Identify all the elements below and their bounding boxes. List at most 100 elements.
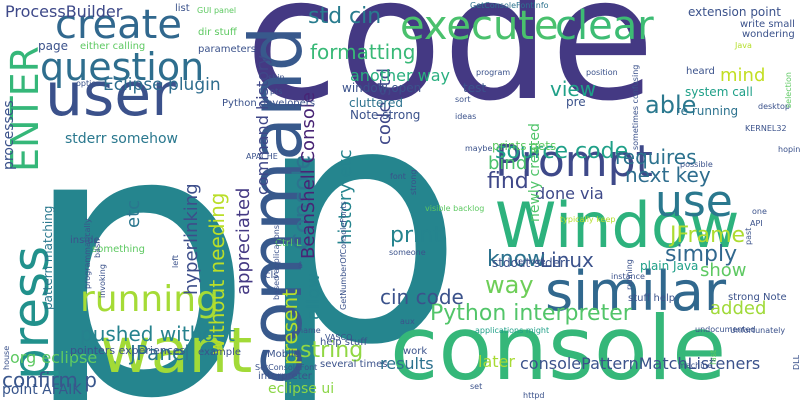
cloud-word: execute — [400, 3, 559, 49]
cloud-word: list — [175, 3, 190, 14]
cloud-word: Ctrl L — [275, 238, 302, 249]
cloud-word: left — [171, 255, 180, 268]
cloud-word: done via — [535, 184, 604, 203]
cloud-word: help stuff — [320, 337, 368, 348]
cloud-word: find — [487, 169, 529, 194]
cloud-word: DLL — [792, 354, 800, 370]
cloud-word: etc — [123, 199, 144, 228]
cloud-word: options — [76, 79, 106, 88]
cloud-word: wondering — [742, 29, 795, 40]
cloud-word: house — [2, 345, 11, 370]
cloud-word: GetNumberOfConsoleFonts — [339, 201, 348, 310]
cloud-word: Window — [495, 189, 740, 262]
cloud-word: extension point — [688, 5, 781, 19]
cloud-word: interpreter — [258, 371, 312, 382]
cloud-word: consolePatternMatchListeners — [520, 354, 761, 373]
cloud-word: question — [40, 45, 205, 89]
cloud-word: Python interpreter — [430, 301, 632, 326]
cloud-word: similar — [545, 260, 727, 323]
cloud-word: without needing — [205, 192, 229, 355]
cloud-word: way — [485, 271, 534, 299]
cloud-word: selection — [784, 72, 793, 108]
cloud-word: based applications — [272, 225, 281, 300]
cloud-word: results — [380, 354, 434, 373]
cloud-word: example — [198, 347, 242, 358]
cloud-word: font — [390, 172, 406, 181]
cloud-word: JPanel — [130, 341, 190, 365]
cloud-word: hyperlinking — [181, 183, 202, 295]
cloud-word: added — [710, 298, 767, 319]
cloud-word: bind — [488, 153, 528, 174]
cloud-word: Linux — [540, 248, 594, 272]
cloud-word: inside — [70, 235, 100, 246]
cloud-word: code — [245, 0, 655, 139]
cloud-word: someone — [389, 248, 426, 257]
cloud-word: instance — [611, 272, 645, 281]
cloud-word: print — [390, 223, 442, 248]
cloud-word: aux — [400, 317, 415, 326]
cloud-word: something — [92, 244, 145, 255]
cloud-word: strong Note — [728, 292, 787, 303]
cloud-word: stderr somehow — [65, 131, 178, 147]
cloud-word: ProcessBuilder — [5, 2, 123, 21]
cloud-word: GUI panel — [197, 6, 237, 15]
cloud-word: one — [752, 207, 767, 216]
cloud-word: next key — [625, 163, 711, 187]
cloud-word: org eclipse — [10, 348, 98, 367]
cloud-word: eclipse ui — [268, 381, 335, 397]
cloud-word: stuff help — [628, 293, 676, 304]
cloud-word: hoping — [778, 145, 800, 154]
cloud-word: mind — [720, 65, 766, 86]
cloud-word: system call — [685, 85, 753, 99]
cloud-word: either calling — [80, 41, 146, 52]
cloud-word: set — [470, 382, 483, 391]
cloud-word: APACHE — [246, 152, 278, 161]
cloud-word: SetConsoleFont — [255, 363, 318, 372]
cloud-word: confirm p — [2, 368, 97, 392]
cloud-word: invoking — [98, 264, 107, 298]
cloud-word: user — [45, 60, 176, 130]
cloud-word: p — [255, 33, 465, 400]
cloud-word: Mobile — [267, 349, 300, 360]
cloud-word: point AFAIK — [2, 382, 82, 398]
cloud-word: want — [100, 314, 253, 387]
cloud-word: processes — [1, 100, 17, 170]
cloud-word: bash — [93, 238, 102, 258]
cloud-word: Python developers — [222, 98, 316, 109]
cloud-word: simply — [665, 242, 738, 267]
cloud-word: JFrame — [670, 223, 746, 248]
cloud-word: able — [645, 91, 697, 119]
cloud-word: several times — [320, 359, 388, 370]
cloud-word: prints gets — [492, 139, 557, 153]
cloud-word: program — [476, 68, 511, 77]
cloud-word: re running — [676, 104, 739, 118]
cloud-word: KERNEL32 — [745, 124, 787, 133]
cloud-word: know — [487, 247, 546, 272]
cloud-word: source code — [495, 139, 629, 164]
cloud-word: position — [586, 68, 618, 77]
cloud-word: undocumented — [695, 325, 756, 334]
cloud-word: p — [20, 50, 255, 400]
cloud-word: cls — [265, 270, 279, 281]
cloud-word: sort — [455, 95, 471, 104]
cloud-word: plain Java — [640, 259, 699, 273]
cloud-word: sbin — [268, 73, 285, 82]
cloud-word: create — [55, 2, 182, 48]
cloud-word: allow — [303, 273, 324, 320]
cloud-word: page — [38, 39, 68, 53]
cloud-word: Note strong — [350, 108, 421, 122]
cloud-word: running — [80, 279, 219, 320]
cloud-word: remove — [515, 257, 546, 266]
cloud-word: stdout stderr — [492, 256, 570, 270]
cloud-word: Java — [735, 41, 752, 50]
cloud-word: VASCO — [325, 333, 353, 342]
cloud-word: test — [463, 81, 487, 95]
cloud-word: BeanShell Console — [298, 92, 319, 259]
cloud-word: pushed without — [80, 322, 236, 346]
cloud-word: formatting — [310, 40, 416, 64]
cloud-word: dir stuff — [198, 27, 237, 38]
cloud-word: parameters — [198, 44, 257, 55]
cloud-word: work — [403, 346, 428, 357]
cloud-word: running — [625, 259, 634, 290]
